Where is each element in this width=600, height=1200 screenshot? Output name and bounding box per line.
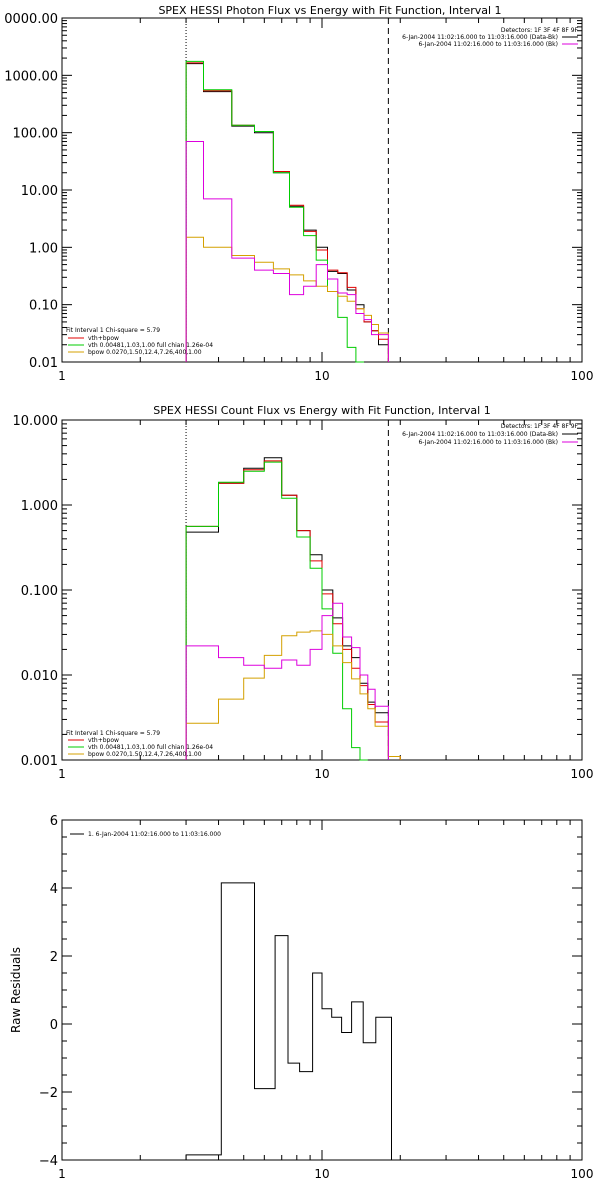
photon-flux-title: SPEX HESSI Photon Flux vs Energy with Fi… xyxy=(158,4,501,17)
photon-legend-data-bk: 6-Jan-2004 11:02:16.000 to 11:03:16.000 … xyxy=(402,34,558,41)
count-flux-x-tick-label: 1 xyxy=(58,767,66,781)
photon-legend-vth-bpow: vth+bpow xyxy=(88,335,119,342)
photon-flux-y-tick-label: 0.10 xyxy=(29,299,58,314)
photon-flux-plot-area xyxy=(61,17,583,363)
residuals-y-tick-label: 6 xyxy=(50,814,58,829)
photon-flux-series xyxy=(185,60,389,363)
residuals-x-tick-label: 10 xyxy=(314,1167,329,1181)
count-legend-bpow: bpow 0.0270,1.50,12.4,7.26,400,1.00 xyxy=(88,751,202,758)
residuals-y-axis-label: Raw Residuals xyxy=(9,947,23,1033)
photon-flux-series-data-bk xyxy=(185,63,389,362)
count-legend-detectors: Detectors: 1F 3F 4F 8F 9F xyxy=(501,423,579,430)
photon-flux-series-vth xyxy=(185,60,364,363)
photon-flux-panel: SPEX HESSI Photon Flux vs Energy with Fi… xyxy=(4,4,593,383)
residuals-panel: 1 10 100 −4 −2 0 2 4 6 1. 6-Jan-2004 11:02:16.00… xyxy=(9,814,593,1181)
count-flux-axes: 1 10 100 0.001 0.010 0.100 1.000 10.000 xyxy=(13,414,594,781)
residuals-axes: 1 10 100 −4 −2 0 2 4 6 xyxy=(39,814,594,1181)
photon-legend-detectors: Detectors: 1F 3F 4F 8F 9F xyxy=(501,27,579,34)
count-flux-title: SPEX HESSI Count Flux vs Energy with Fit… xyxy=(153,404,490,417)
count-flux-x-tick-label: 10 xyxy=(314,767,329,781)
count-flux-y-tick-label: 0.001 xyxy=(21,754,58,769)
photon-flux-x-tick-label: 1 xyxy=(58,369,66,383)
count-flux-series-vth-bpow xyxy=(185,460,401,760)
count-flux-series xyxy=(185,457,401,761)
residuals-y-tick-label: 4 xyxy=(50,882,58,897)
residuals-series xyxy=(185,882,392,1160)
count-flux-panel: SPEX HESSI Count Flux vs Energy with Fit… xyxy=(13,404,594,781)
photon-flux-y-tick-label: 100.00 xyxy=(13,127,59,142)
photon-flux-series-bk xyxy=(185,141,389,362)
photon-flux-series-bpow xyxy=(185,236,389,362)
residuals-y-tick-label: −2 xyxy=(39,1086,58,1101)
residuals-y-tick-label: 2 xyxy=(50,950,58,965)
photon-flux-y-tick-label: 0.01 xyxy=(29,356,58,371)
count-flux-y-tick-label: 0.010 xyxy=(21,669,58,684)
count-flux-x-tick-label: 100 xyxy=(571,767,594,781)
photon-flux-x-tick-label: 10 xyxy=(314,369,329,383)
residuals-x-tick-label: 1 xyxy=(58,1167,66,1181)
photon-flux-y-tick-label: 10.00 xyxy=(21,184,58,199)
count-legend-vth: vth 0.00481,1.03,1.00 full chian 1.26e-0… xyxy=(88,744,213,751)
count-legend-vth-bpow: vth+bpow xyxy=(88,737,119,744)
photon-legend-bk: 6-Jan-2004 11:02:16.000 to 11:03:16.000 … xyxy=(418,41,558,48)
count-flux-y-tick-label: 1.000 xyxy=(21,499,58,514)
photon-flux-series-vth-bpow xyxy=(185,62,389,362)
photon-legend-bpow: bpow 0.0270,1.50,12.4,7.26,400,1.00 xyxy=(88,349,202,356)
photon-flux-y-tick-label: 0000.00 xyxy=(4,12,58,27)
count-legend-fit-interval: Fit Interval 1 Chi-square = 5.79 xyxy=(66,730,160,737)
photon-legend-vth: vth 0.00481,1.03,1.00 full chian 1.26e-0… xyxy=(88,342,213,349)
count-flux-y-tick-label: 0.100 xyxy=(21,584,58,599)
residuals-legend-label: 1. 6-Jan-2004 11:02:16.000 to 11:03:16.0… xyxy=(88,831,221,838)
count-flux-series-bpow xyxy=(185,630,401,760)
residuals-y-tick-label: −4 xyxy=(39,1154,58,1169)
count-legend-data-bk: 6-Jan-2004 11:02:16.000 to 11:03:16.000 … xyxy=(402,431,558,438)
count-flux-series-bk xyxy=(185,602,389,760)
photon-flux-x-tick-label: 100 xyxy=(571,369,594,383)
residuals-x-tick-label: 100 xyxy=(571,1167,594,1181)
count-legend-bk: 6-Jan-2004 11:02:16.000 to 11:03:16.000 … xyxy=(418,439,558,446)
photon-flux-y-tick-label: 1.00 xyxy=(29,241,58,256)
residuals-series-1-6-jan-2004-11-02-16-000-to-11-03-16-000 xyxy=(185,882,392,1160)
count-flux-series-data-bk xyxy=(185,457,389,760)
photon-legend-fit-interval: Fit Interval 1 Chi-square = 5.79 xyxy=(66,327,160,334)
residuals-y-tick-label: 0 xyxy=(50,1018,58,1033)
photon-flux-y-tick-label: 1000.00 xyxy=(4,69,58,84)
count-flux-series-vth xyxy=(185,461,368,761)
count-flux-y-tick-label: 10.000 xyxy=(13,414,59,429)
